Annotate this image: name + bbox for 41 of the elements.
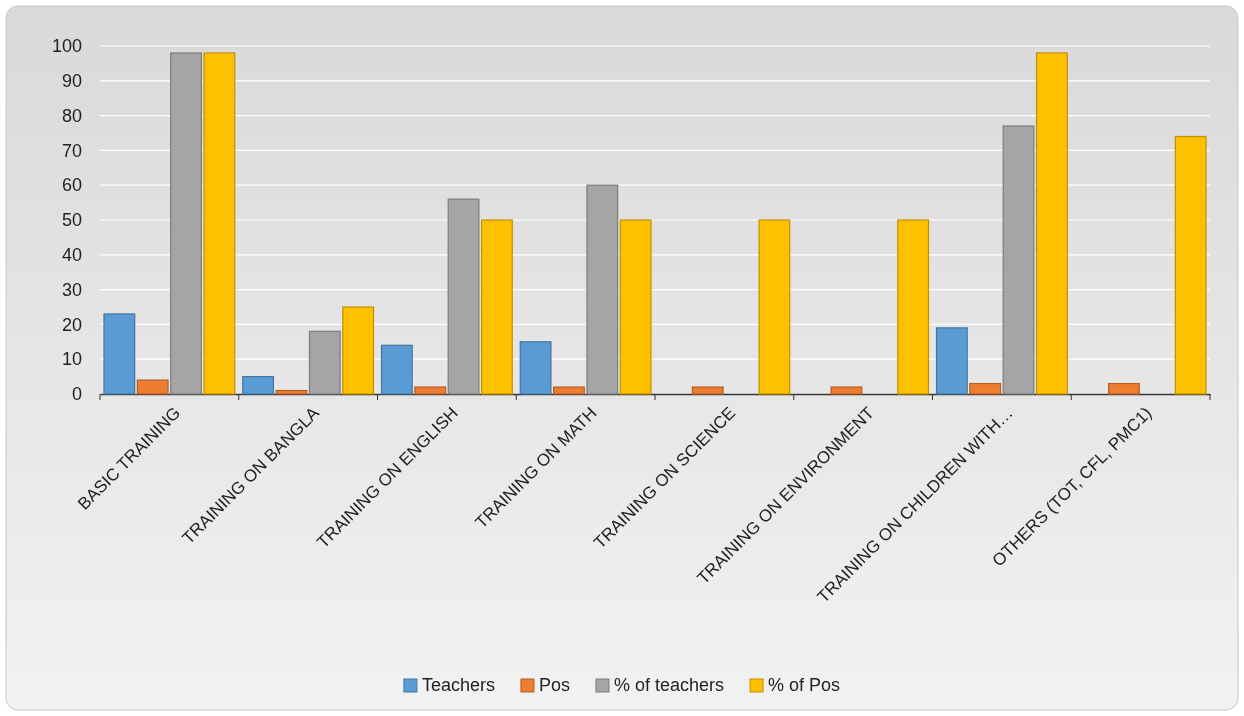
- bar: [691, 386, 724, 395]
- y-tick-label: 40: [61, 245, 82, 266]
- legend-label: % of teachers: [613, 675, 725, 695]
- y-tick-label: 50: [61, 210, 82, 231]
- bar: [414, 386, 447, 395]
- y-tick-label: 30: [61, 279, 82, 300]
- bar: [519, 341, 552, 395]
- bar: [242, 376, 275, 395]
- bar: [619, 219, 652, 395]
- bar: [1174, 135, 1207, 395]
- bar: [1002, 125, 1035, 395]
- y-tick-label: 70: [61, 140, 82, 161]
- y-tick-label: 90: [61, 71, 82, 92]
- bar: [758, 219, 791, 395]
- bar: [342, 306, 375, 395]
- bar: [480, 219, 513, 395]
- bar: [380, 344, 413, 395]
- bar: [969, 382, 1002, 395]
- bar: [586, 184, 619, 395]
- y-tick-label: 80: [61, 105, 82, 126]
- bar: [203, 52, 236, 395]
- legend-label: Teachers: [421, 675, 495, 695]
- legend-label: % of Pos: [768, 675, 841, 695]
- y-tick-label: 20: [61, 314, 82, 335]
- bar: [897, 219, 930, 395]
- bar: [136, 379, 169, 395]
- bar: [275, 389, 308, 395]
- legend-label: Pos: [538, 675, 570, 695]
- y-tick-label: 0: [71, 384, 82, 405]
- y-tick-label: 60: [61, 175, 82, 196]
- y-tick-label: 10: [61, 349, 82, 370]
- y-tick-label: 100: [51, 36, 82, 57]
- bar: [553, 386, 585, 395]
- bar: [447, 198, 480, 395]
- bar: [830, 386, 863, 395]
- bar: [1035, 52, 1068, 395]
- bar: [935, 327, 968, 395]
- bar: [1108, 382, 1140, 395]
- bar: [308, 330, 341, 395]
- bar: [170, 52, 202, 395]
- bar: [103, 313, 136, 395]
